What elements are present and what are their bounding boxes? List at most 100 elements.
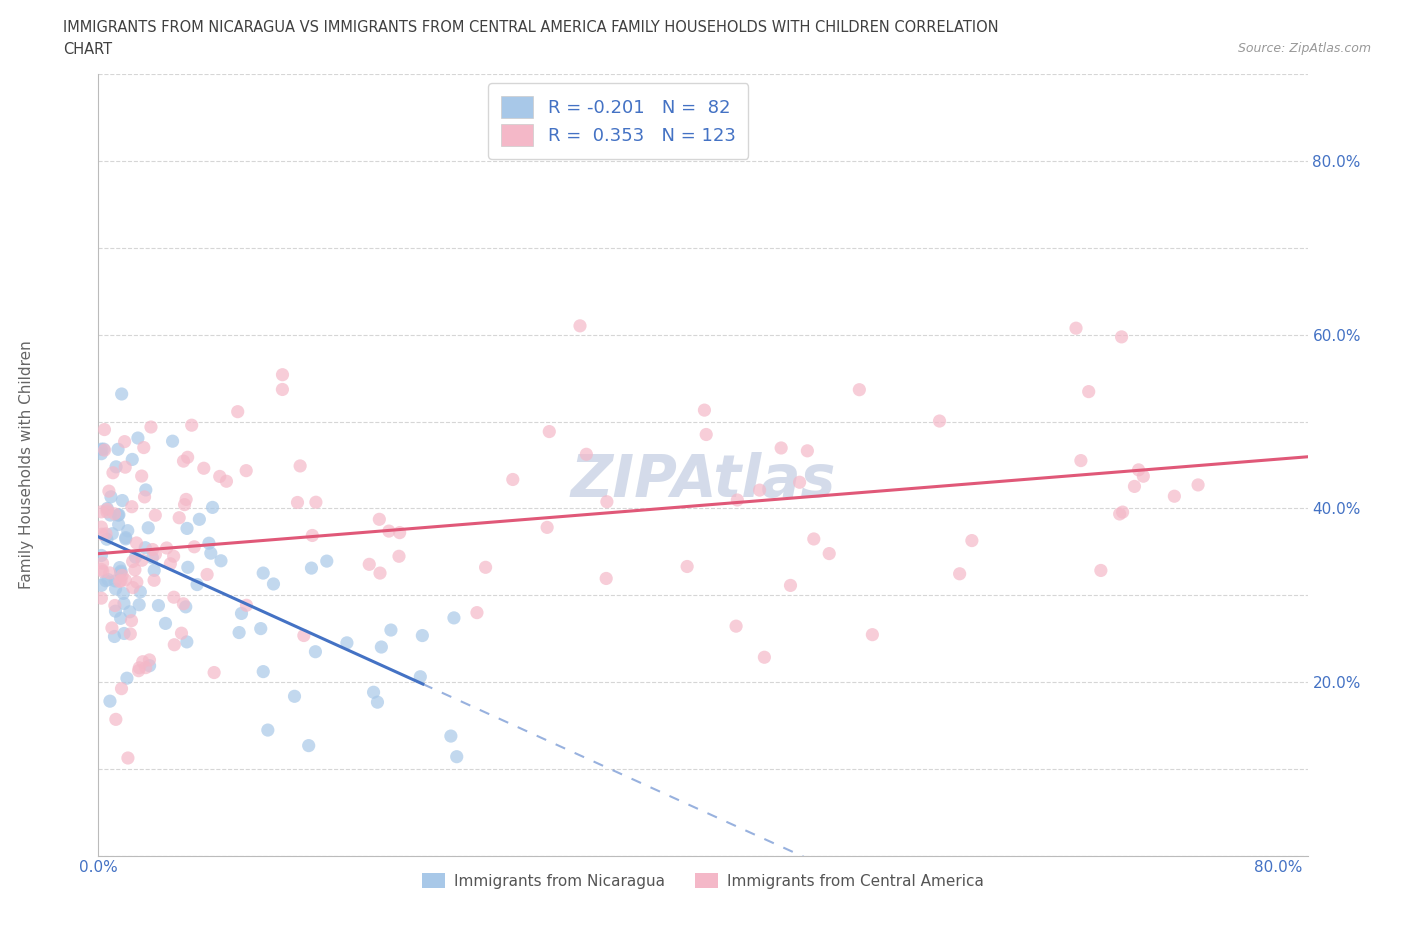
Point: [124, 550, 146, 565]
Point: [97, 572, 120, 587]
Point: [111, 493, 134, 508]
Point: [779, 578, 801, 592]
Point: [176, 521, 198, 536]
Point: [143, 508, 166, 523]
Text: CHART: CHART: [63, 42, 112, 57]
Point: [288, 458, 311, 473]
Point: [110, 565, 132, 580]
Point: [112, 596, 135, 611]
Point: [411, 628, 433, 643]
Point: [201, 500, 224, 515]
Point: [155, 616, 177, 631]
Point: [101, 465, 124, 480]
Point: [111, 568, 134, 583]
Point: [107, 517, 129, 532]
Point: [121, 499, 143, 514]
Point: [121, 452, 143, 467]
Point: [1163, 489, 1185, 504]
Point: [443, 610, 465, 625]
Point: [176, 634, 198, 649]
Point: [388, 549, 411, 564]
Point: [1090, 563, 1112, 578]
Point: [198, 536, 221, 551]
Point: [304, 644, 326, 659]
Point: [1111, 505, 1133, 520]
Point: [90, 548, 112, 563]
Point: [595, 571, 617, 586]
Point: [127, 431, 149, 445]
Point: [128, 663, 150, 678]
Point: [231, 606, 253, 621]
Point: [131, 552, 153, 567]
Point: [145, 547, 167, 562]
Point: [105, 459, 128, 474]
Point: [173, 454, 195, 469]
Point: [575, 446, 598, 461]
Point: [138, 653, 160, 668]
Point: [725, 618, 748, 633]
Point: [235, 463, 257, 478]
Point: [128, 597, 150, 612]
Point: [108, 574, 131, 589]
Point: [695, 427, 717, 442]
Point: [93, 442, 115, 457]
Point: [789, 475, 811, 490]
Point: [117, 751, 139, 765]
Point: [465, 605, 488, 620]
Point: [129, 584, 152, 599]
Point: [228, 625, 250, 640]
Point: [287, 495, 309, 510]
Point: [256, 723, 278, 737]
Text: ZIPAtlas: ZIPAtlas: [571, 452, 835, 509]
Point: [301, 528, 323, 543]
Point: [91, 564, 114, 578]
Point: [110, 681, 132, 696]
Point: [1070, 453, 1092, 468]
Point: [596, 495, 619, 510]
Point: [103, 629, 125, 644]
Point: [928, 414, 950, 429]
Point: [803, 532, 825, 547]
Point: [226, 405, 249, 419]
Point: [104, 604, 127, 618]
Point: [136, 521, 159, 536]
Point: [120, 627, 142, 642]
Point: [97, 484, 120, 498]
Point: [125, 536, 148, 551]
Point: [96, 501, 118, 516]
Point: [159, 556, 181, 571]
Point: [98, 565, 121, 580]
Point: [110, 564, 132, 578]
Point: [107, 508, 129, 523]
Point: [200, 546, 222, 561]
Point: [188, 512, 211, 526]
Point: [121, 613, 143, 628]
Point: [860, 627, 883, 642]
Point: [693, 403, 716, 418]
Point: [172, 596, 194, 611]
Point: [91, 556, 114, 571]
Point: [108, 560, 131, 575]
Point: [176, 450, 198, 465]
Point: [90, 578, 112, 592]
Point: [796, 444, 818, 458]
Point: [446, 750, 468, 764]
Point: [98, 508, 121, 523]
Point: [90, 591, 112, 605]
Point: [1128, 462, 1150, 477]
Point: [208, 469, 231, 484]
Point: [128, 660, 150, 675]
Point: [252, 664, 274, 679]
Point: [1111, 329, 1133, 344]
Point: [100, 489, 122, 504]
Point: [366, 695, 388, 710]
Point: [139, 419, 162, 434]
Point: [142, 542, 165, 557]
Point: [96, 532, 118, 547]
Point: [134, 489, 156, 504]
Point: [186, 578, 208, 592]
Point: [115, 671, 138, 685]
Point: [949, 566, 972, 581]
Point: [138, 658, 160, 673]
Point: [359, 557, 381, 572]
